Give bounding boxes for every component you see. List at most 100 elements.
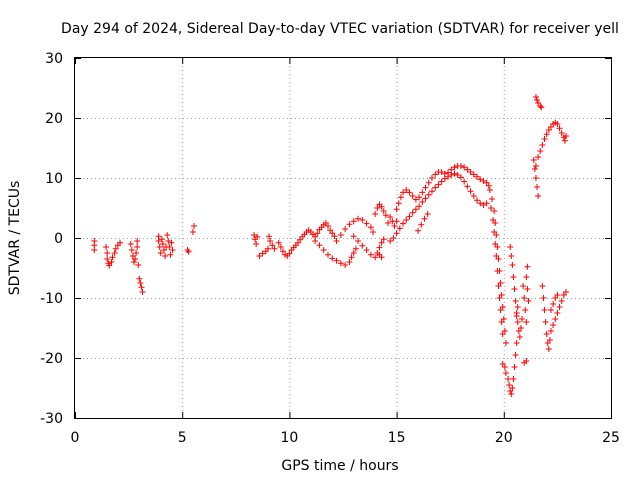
- data-point-marker: [157, 250, 164, 256]
- data-point-marker: [158, 236, 165, 243]
- data-point-marker: [189, 229, 196, 235]
- data-point-marker: [506, 382, 513, 388]
- y-tick-label: 0: [54, 231, 63, 247]
- data-point-marker: [562, 289, 569, 295]
- data-point-marker: [104, 256, 111, 262]
- data-point-marker: [507, 244, 514, 250]
- data-point-marker: [393, 218, 400, 225]
- data-point-marker: [501, 364, 508, 370]
- data-point-marker: [494, 268, 501, 274]
- data-point-marker: [346, 259, 353, 265]
- data-point-marker: [387, 238, 394, 244]
- data-point-marker: [312, 238, 319, 244]
- data-point-marker: [251, 232, 258, 238]
- data-point-marker: [324, 223, 331, 229]
- data-point-marker: [372, 211, 379, 217]
- data-point-marker: [457, 163, 464, 169]
- data-point-marker: [359, 242, 366, 249]
- data-point-marker: [556, 125, 563, 132]
- data-point-marker: [380, 208, 387, 214]
- data-point-marker: [547, 307, 554, 313]
- data-point-marker: [523, 274, 530, 280]
- grid-lines: [75, 58, 611, 418]
- data-point-marker: [421, 215, 428, 222]
- data-point-marker: [519, 316, 526, 322]
- data-point-marker: [539, 142, 546, 148]
- data-point-marker: [532, 163, 539, 169]
- data-point-marker: [467, 169, 474, 175]
- data-point-marker: [337, 260, 344, 267]
- data-point-marker: [499, 331, 506, 337]
- x-tick-label: 0: [71, 430, 80, 446]
- data-point-marker: [342, 262, 349, 268]
- data-point-marker: [403, 187, 410, 193]
- data-point-marker: [286, 250, 293, 257]
- data-point-marker: [320, 247, 327, 253]
- data-point-marker: [520, 283, 527, 289]
- data-point-marker: [395, 200, 402, 207]
- data-point-marker: [376, 244, 383, 251]
- data-point-marker: [523, 319, 530, 325]
- data-point-marker: [521, 295, 528, 301]
- data-point-marker: [546, 337, 553, 343]
- data-point-marker: [269, 242, 276, 249]
- data-point-marker: [367, 251, 374, 258]
- data-point-marker: [342, 226, 349, 232]
- data-point-marker: [266, 233, 273, 240]
- data-point-marker: [190, 223, 197, 229]
- data-point-marker: [382, 212, 389, 219]
- data-point-marker: [91, 247, 98, 253]
- data-point-marker: [495, 283, 502, 289]
- y-tick-label: 20: [45, 111, 63, 127]
- y-axis-label: SDTVAR / TECUs: [7, 181, 23, 296]
- data-point-marker: [464, 166, 471, 173]
- data-point-marker: [393, 206, 400, 213]
- data-point-marker: [259, 250, 266, 257]
- data-point-marker: [491, 229, 498, 235]
- data-point-marker: [543, 131, 550, 138]
- data-point-marker: [378, 254, 385, 261]
- data-point-marker: [491, 208, 498, 214]
- data-point-marker: [159, 241, 166, 247]
- y-tick-label: -20: [40, 351, 63, 367]
- data-point-marker: [350, 250, 357, 256]
- data-point-marker: [135, 262, 142, 268]
- data-point-marker: [522, 307, 529, 313]
- data-point-marker: [454, 172, 461, 178]
- x-tick-labels: 0 5 10 15 20 25: [71, 430, 620, 446]
- data-point-marker: [256, 253, 263, 259]
- data-point-marker: [422, 184, 429, 191]
- data-point-marker: [543, 331, 550, 337]
- data-point-marker: [435, 181, 442, 188]
- data-point-marker: [406, 213, 413, 220]
- data-point-marker: [541, 136, 548, 142]
- data-point-marker: [474, 197, 480, 204]
- data-point-marker: [419, 189, 426, 196]
- data-point-marker: [155, 238, 162, 244]
- data-point-marker: [554, 310, 561, 316]
- data-point-marker: [428, 188, 435, 195]
- data-point-marker: [419, 199, 426, 205]
- data-point-marker: [378, 203, 385, 210]
- data-point-marker: [355, 238, 362, 244]
- data-point-marker: [380, 236, 387, 243]
- data-point-marker: [397, 194, 404, 201]
- data-point-marker: [348, 254, 355, 261]
- data-point-marker: [109, 254, 116, 261]
- data-point-marker: [137, 280, 144, 286]
- data-point-marker: [111, 250, 118, 256]
- data-point-marker: [314, 230, 321, 237]
- data-point-marker: [367, 224, 374, 231]
- data-point-marker: [185, 248, 192, 255]
- data-point-marker: [508, 391, 515, 397]
- y-tick-label: 10: [45, 171, 63, 187]
- data-point-marker: [486, 187, 493, 193]
- data-point-marker: [138, 284, 145, 291]
- data-point-marker: [448, 166, 455, 173]
- x-tick-label: 10: [280, 430, 298, 446]
- data-point-marker: [485, 182, 492, 189]
- data-point-marker: [432, 171, 439, 178]
- data-point-marker: [498, 319, 505, 325]
- data-point-marker: [512, 298, 519, 304]
